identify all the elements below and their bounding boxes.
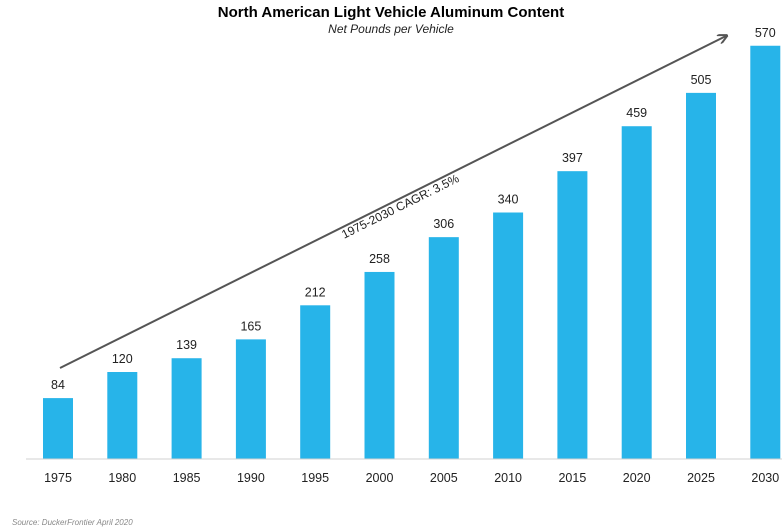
bar-2010	[493, 212, 524, 459]
bar-2030	[750, 45, 781, 459]
data-label-2010: 340	[498, 193, 519, 207]
chart-title: North American Light Vehicle Aluminum Co…	[217, 4, 565, 21]
x-tick-label-2020: 2020	[623, 471, 651, 485]
bar-2000	[364, 271, 395, 459]
x-tick-label-1990: 1990	[237, 471, 265, 485]
data-label-1990: 165	[240, 319, 261, 333]
data-label-2030: 570	[755, 26, 776, 40]
x-tick-label-1985: 1985	[173, 471, 201, 485]
data-label-1980: 120	[112, 352, 133, 366]
x-tick-label-2010: 2010	[494, 471, 522, 485]
x-tick-label-2000: 2000	[366, 471, 394, 485]
bar-2020	[621, 126, 652, 459]
bar-1995	[300, 305, 331, 459]
source-note: Source: DuckerFrontier April 2020	[12, 518, 133, 527]
bar-2015	[557, 171, 588, 460]
data-label-2000: 258	[369, 252, 390, 266]
data-label-2005: 306	[433, 217, 454, 231]
bar-1975	[43, 398, 73, 459]
x-tick-label-2005: 2005	[430, 471, 458, 485]
bar-1980	[107, 372, 138, 459]
data-label-1985: 139	[176, 338, 197, 352]
data-label-2020: 459	[626, 106, 647, 120]
data-label-1975: 84	[51, 378, 65, 392]
x-tick-label-1975: 1975	[44, 471, 72, 485]
bar-2025	[686, 92, 716, 459]
x-tick-label-1995: 1995	[301, 471, 329, 485]
bar-2005	[428, 237, 459, 459]
bar-1990	[235, 339, 266, 459]
x-tick-label-2015: 2015	[558, 471, 586, 485]
x-tick-label-2030: 2030	[751, 471, 779, 485]
data-label-2015: 397	[562, 151, 583, 165]
bar-1985	[171, 358, 202, 459]
data-label-1995: 212	[305, 285, 326, 299]
cagr-trend-arrow	[59, 36, 726, 369]
chart-subtitle: Net Pounds per Vehicle	[328, 22, 454, 36]
data-label-2025: 505	[691, 73, 712, 87]
x-tick-label-2025: 2025	[687, 471, 715, 485]
x-tick-label-1980: 1980	[108, 471, 136, 485]
